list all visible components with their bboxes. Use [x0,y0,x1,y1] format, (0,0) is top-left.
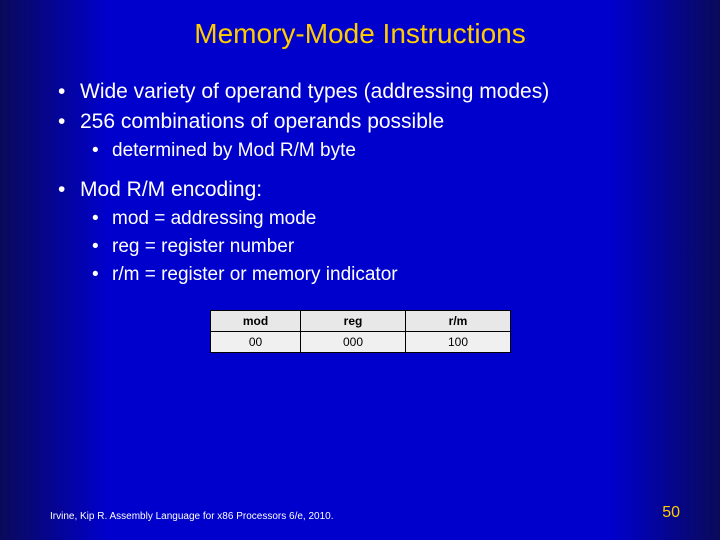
bullet-l1: 256 combinations of operands possible [50,110,720,134]
bullet-l2: mod = addressing mode [50,208,720,230]
table-cell: 100 [406,332,511,353]
slide-body: Wide variety of operand types (addressin… [0,80,720,353]
modrm-table-wrap: mod reg r/m 00 000 100 [50,292,720,353]
bullet-l1: Wide variety of operand types (addressin… [50,80,720,104]
bullet-l2: reg = register number [50,236,720,258]
page-number: 50 [662,504,680,522]
modrm-table: mod reg r/m 00 000 100 [210,310,511,353]
table-cell: 00 [211,332,301,353]
table-header: mod [211,311,301,332]
slide-title: Memory-Mode Instructions [0,0,720,80]
bullet-l1: Mod R/M encoding: [50,178,720,202]
table-header: reg [301,311,406,332]
footer-citation: Irvine, Kip R. Assembly Language for x86… [50,511,334,522]
table-header: r/m [406,311,511,332]
table-row: mod reg r/m [211,311,511,332]
table-row: 00 000 100 [211,332,511,353]
bullet-l2: r/m = register or memory indicator [50,264,720,286]
table-cell: 000 [301,332,406,353]
bullet-l2: determined by Mod R/M byte [50,140,720,162]
